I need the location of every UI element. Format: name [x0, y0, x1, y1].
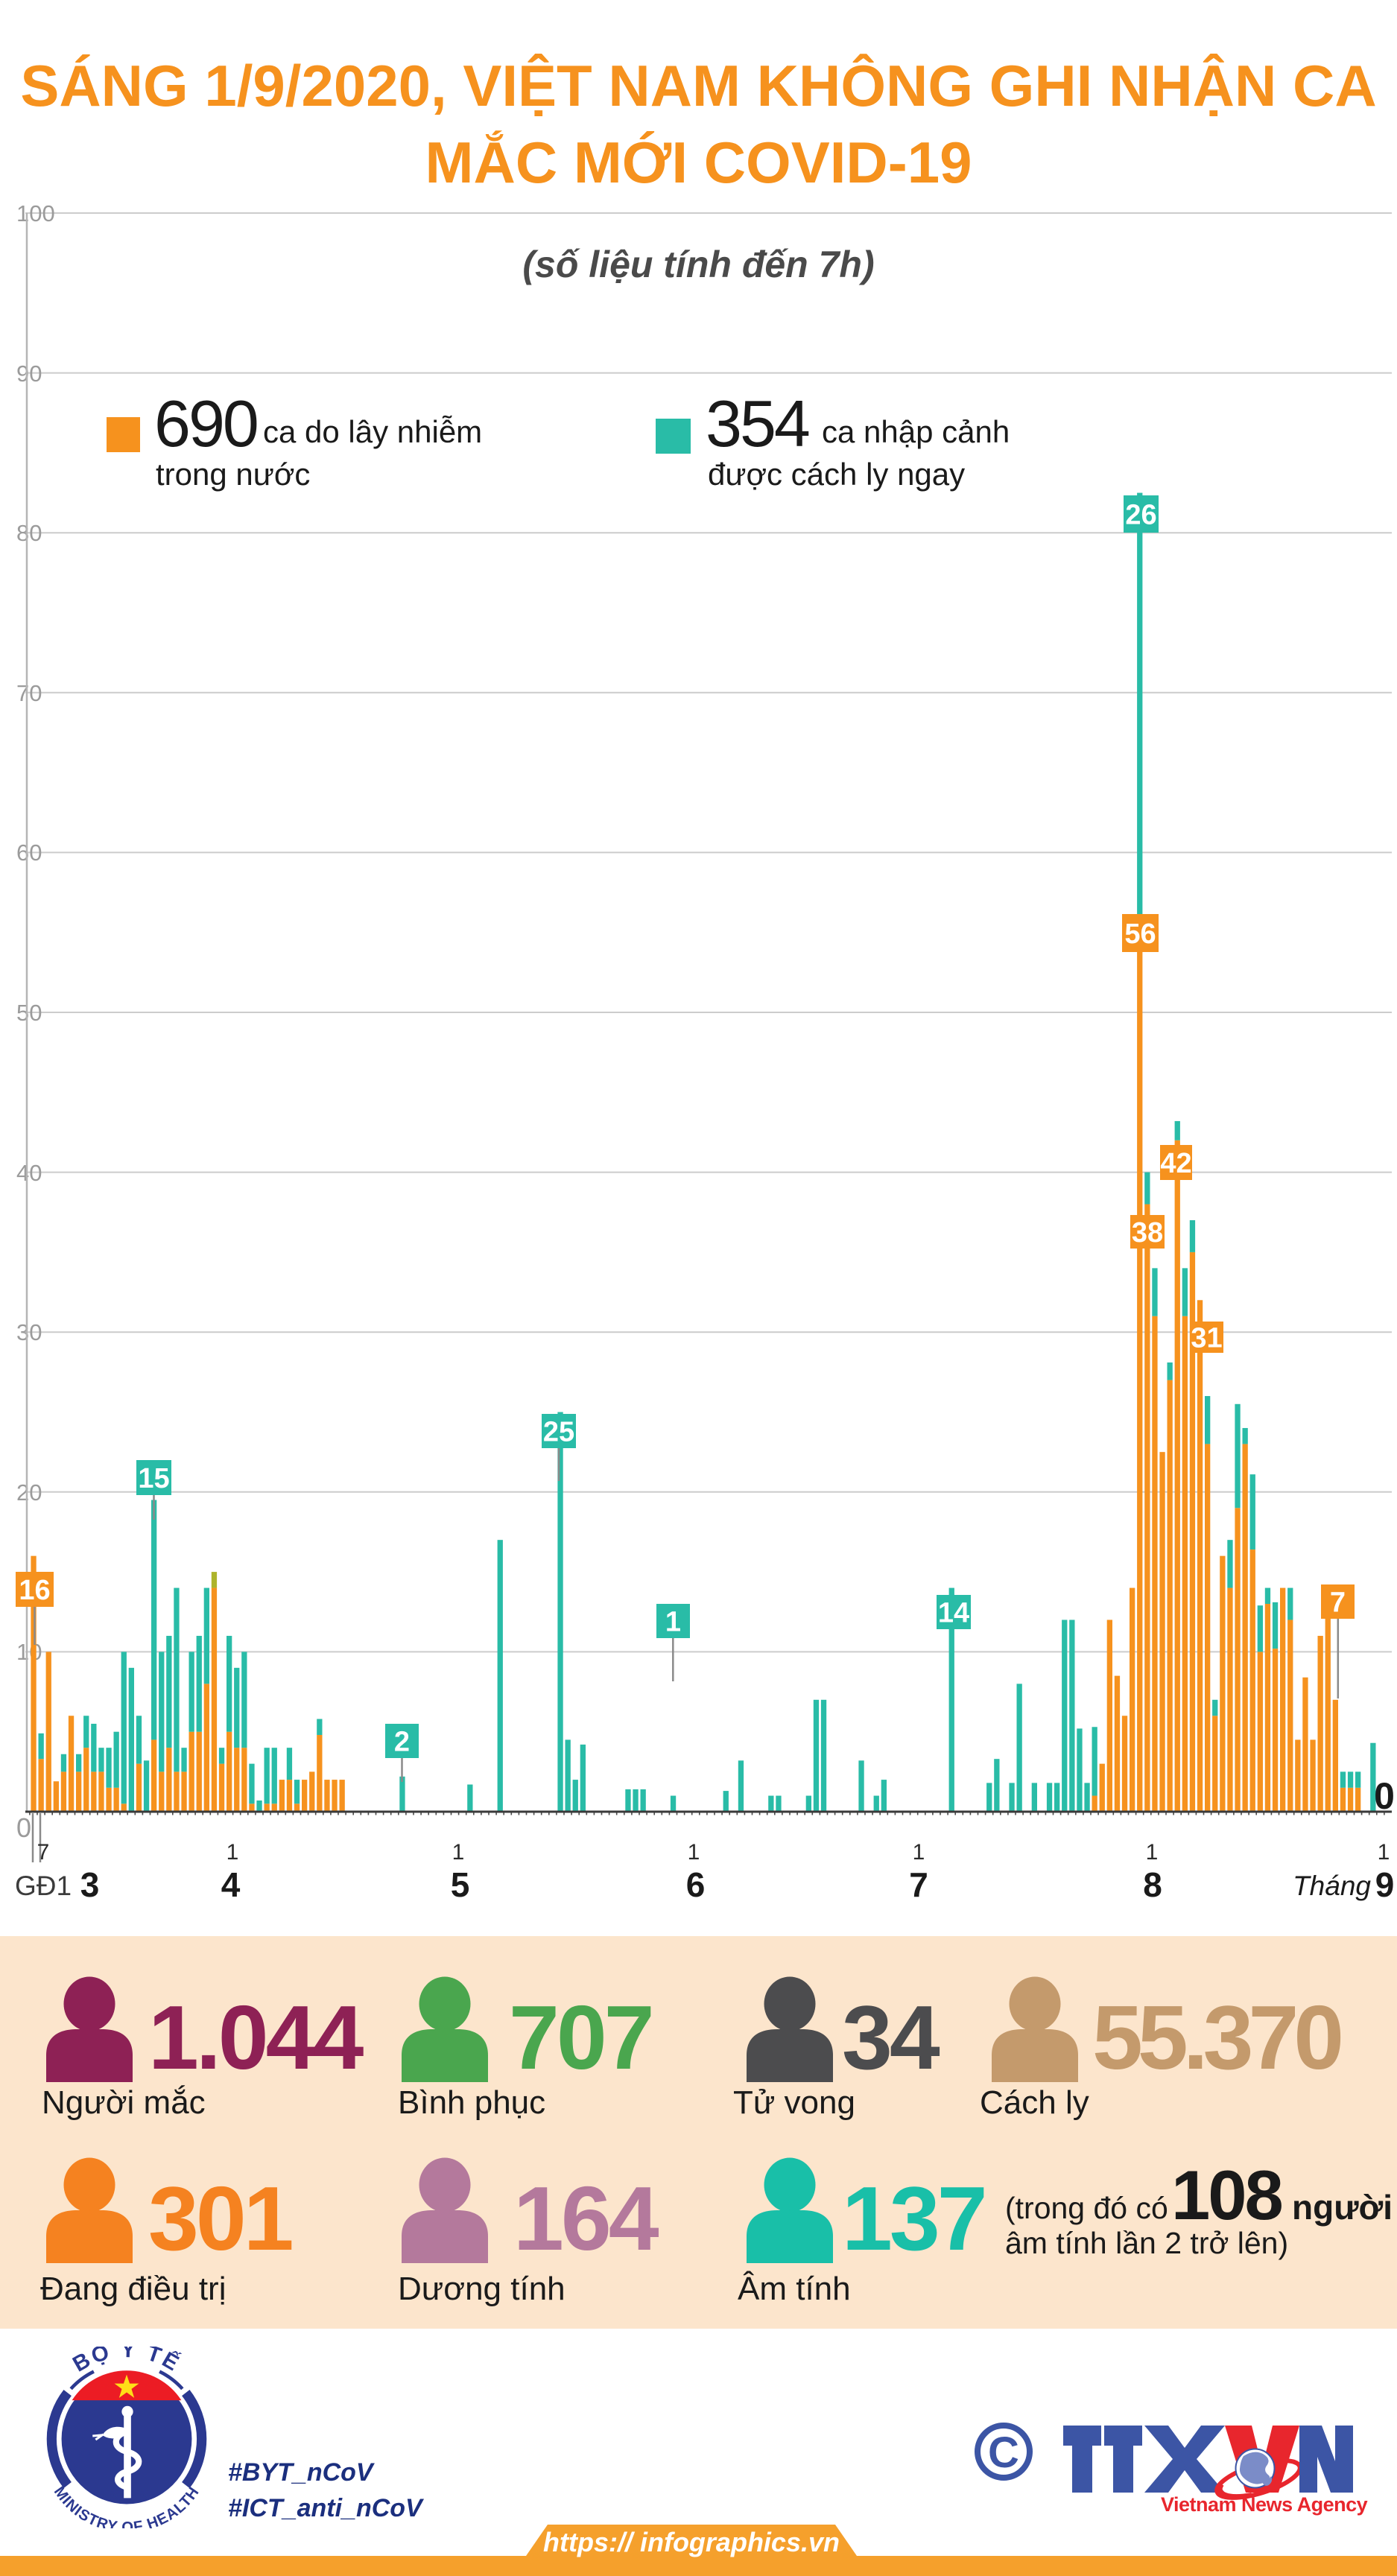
- svg-text:56: 56: [1124, 919, 1156, 950]
- svg-text:6: 6: [686, 1865, 706, 1904]
- svg-text:50: 50: [16, 1000, 42, 1026]
- svg-text:4: 4: [221, 1865, 241, 1904]
- svg-text:7: 7: [909, 1865, 928, 1904]
- svg-text:60: 60: [16, 840, 42, 866]
- svg-text:16: 16: [19, 1575, 50, 1606]
- svg-text:25: 25: [543, 1417, 574, 1448]
- svg-text:5: 5: [451, 1865, 470, 1904]
- svg-text:7: 7: [37, 1840, 50, 1865]
- svg-text:30: 30: [16, 1319, 42, 1345]
- svg-text:0: 0: [1374, 1775, 1395, 1817]
- svg-text:0: 0: [16, 1812, 31, 1843]
- svg-text:15: 15: [138, 1463, 169, 1494]
- svg-text:100: 100: [16, 200, 55, 226]
- svg-text:Vietnam News Agency: Vietnam News Agency: [1161, 2493, 1368, 2516]
- svg-text:1: 1: [1378, 1840, 1390, 1865]
- svg-text:1: 1: [913, 1840, 925, 1865]
- svg-text:31: 31: [1191, 1323, 1222, 1354]
- svg-text:8: 8: [1143, 1865, 1162, 1904]
- svg-text:1: 1: [665, 1607, 681, 1638]
- svg-text:80: 80: [16, 520, 42, 546]
- svg-text:40: 40: [16, 1160, 42, 1186]
- svg-text:9: 9: [1375, 1865, 1395, 1904]
- svg-text:20: 20: [16, 1479, 42, 1506]
- svg-text:C: C: [988, 2429, 1019, 2477]
- svg-text:10: 10: [16, 1639, 42, 1665]
- svg-text:3: 3: [80, 1865, 100, 1904]
- svg-text:1: 1: [1146, 1840, 1159, 1865]
- svg-text:42: 42: [1160, 1148, 1191, 1179]
- svg-text:70: 70: [16, 680, 42, 706]
- svg-text:26: 26: [1125, 500, 1156, 531]
- svg-text:90: 90: [16, 361, 42, 387]
- svg-text:1: 1: [688, 1840, 700, 1865]
- svg-text:2: 2: [394, 1727, 410, 1758]
- svg-text:14: 14: [938, 1598, 969, 1629]
- svg-text:1: 1: [452, 1840, 465, 1865]
- svg-text:38: 38: [1132, 1217, 1163, 1249]
- svg-text:Tháng: Tháng: [1293, 1871, 1371, 1901]
- svg-text:7: 7: [1330, 1587, 1346, 1619]
- svg-text:1: 1: [227, 1840, 239, 1865]
- svg-text:GĐ1: GĐ1: [15, 1871, 72, 1901]
